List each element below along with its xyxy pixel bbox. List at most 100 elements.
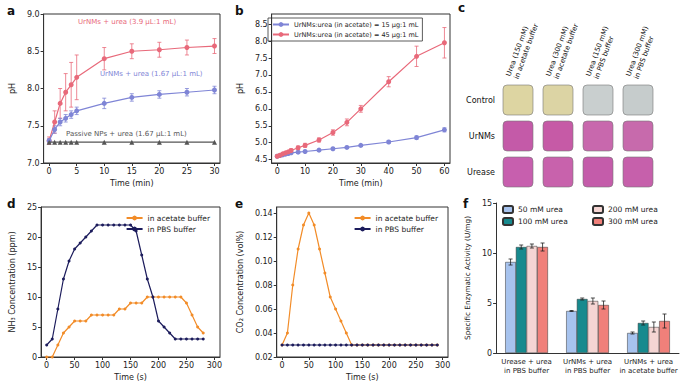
svg-text:UrNMs:urea (in acetate) = 45 μ: UrNMs:urea (in acetate) = 45 μg:1 mL [294,31,419,39]
svg-text:200: 200 [151,361,166,370]
svg-text:15: 15 [127,167,137,176]
svg-text:UrNMs:urea (in acetate) = 15 μ: UrNMs:urea (in acetate) = 15 μg:1 mL [294,21,419,29]
svg-text:10: 10 [300,167,310,176]
svg-text:0: 0 [275,167,280,176]
svg-text:100: 100 [95,361,110,370]
svg-text:50 mM urea: 50 mM urea [518,205,563,214]
svg-text:Control: Control [466,96,495,105]
svg-text:9.0: 9.0 [27,10,40,19]
svg-text:in PBS buffer: in PBS buffer [376,225,425,234]
svg-text:0: 0 [280,361,285,370]
svg-text:10: 10 [482,249,492,258]
svg-text:300 mM urea: 300 mM urea [608,217,658,226]
svg-text:c: c [458,1,465,15]
svg-text:7.5: 7.5 [27,121,40,130]
svg-text:150: 150 [123,361,138,370]
svg-text:5: 5 [32,323,37,332]
svg-text:15: 15 [482,199,492,208]
svg-text:7.0: 7.0 [255,70,268,79]
svg-text:0.14: 0.14 [255,209,273,218]
svg-text:in acetate buffer: in acetate buffer [148,214,211,223]
svg-text:CO₂ Concentration (vol%): CO₂ Concentration (vol%) [236,231,245,333]
svg-text:250: 250 [179,361,194,370]
svg-text:b: b [235,4,244,18]
svg-text:100: 100 [328,361,343,370]
svg-text:5: 5 [74,167,79,176]
svg-text:in PBS buffer: in PBS buffer [633,35,656,80]
svg-text:a: a [7,4,15,18]
svg-text:0: 0 [32,353,37,362]
svg-text:Specific Enzymatic Activity (U: Specific Enzymatic Activity (U/mg) [463,216,472,340]
svg-text:in acetate buffer: in acetate buffer [553,23,580,81]
svg-text:20: 20 [27,233,37,242]
svg-text:50: 50 [70,361,80,370]
svg-text:5: 5 [487,299,492,308]
svg-text:6.0: 6.0 [255,104,268,113]
svg-text:Time (min): Time (min) [109,179,153,188]
svg-text:UrNMs + urea: UrNMs + urea [624,358,673,366]
svg-text:8.0: 8.0 [255,37,268,46]
svg-text:25: 25 [27,203,37,212]
svg-text:50: 50 [411,167,421,176]
svg-text:UrNMs + urea (1.67 μL:1 mL): UrNMs + urea (1.67 μL:1 mL) [100,70,203,78]
svg-text:0: 0 [44,361,49,370]
svg-text:60: 60 [439,167,449,176]
svg-text:0.12: 0.12 [255,233,273,242]
svg-text:15: 15 [27,263,37,272]
svg-text:in PBS buffer: in PBS buffer [504,367,549,375]
svg-text:Passive NPs + urea (1.67 μL:1: Passive NPs + urea (1.67 μL:1 mL) [66,130,187,138]
svg-text:0.06: 0.06 [255,305,273,314]
svg-text:d: d [7,197,16,211]
svg-text:150: 150 [355,361,370,370]
svg-text:in PBS buffer: in PBS buffer [148,225,197,234]
svg-text:UrNMs + urea: UrNMs + urea [563,358,612,366]
svg-text:40: 40 [384,167,394,176]
svg-text:in acetate buffer: in acetate buffer [619,367,677,375]
svg-text:5.0: 5.0 [255,138,268,147]
svg-text:Urease + urea: Urease + urea [501,358,551,366]
svg-text:0: 0 [487,349,492,358]
svg-text:30: 30 [209,167,219,176]
svg-text:8.0: 8.0 [27,84,40,93]
svg-text:20: 20 [154,167,164,176]
svg-text:Time (s): Time (s) [113,373,147,382]
svg-text:300: 300 [207,361,222,370]
svg-text:0.08: 0.08 [255,281,273,290]
svg-text:in acetate buffer: in acetate buffer [376,214,439,223]
svg-text:Time (min): Time (min) [338,179,382,188]
svg-text:10: 10 [99,167,109,176]
svg-text:5.5: 5.5 [255,121,268,130]
svg-text:pH: pH [236,83,245,94]
svg-text:100 mM urea: 100 mM urea [518,217,568,226]
svg-text:e: e [235,197,243,211]
svg-text:in acetate buffer: in acetate buffer [513,23,540,81]
svg-text:pH: pH [8,83,17,94]
svg-text:0.04: 0.04 [255,329,273,338]
svg-text:30: 30 [356,167,366,176]
svg-text:7.5: 7.5 [255,54,268,63]
svg-text:NH₃ Concentration (ppm): NH₃ Concentration (ppm) [8,231,17,332]
svg-text:200 mM urea: 200 mM urea [608,205,658,214]
svg-text:300: 300 [435,361,450,370]
svg-text:0.02: 0.02 [255,353,273,362]
svg-text:8.5: 8.5 [27,47,40,56]
svg-text:20: 20 [328,167,338,176]
svg-text:25: 25 [182,167,192,176]
svg-text:0: 0 [47,167,52,176]
svg-text:in PBS buffer: in PBS buffer [593,35,616,80]
svg-text:10: 10 [27,293,37,302]
svg-text:50: 50 [304,361,314,370]
svg-text:Time (s): Time (s) [345,373,379,382]
svg-text:UrNMs + urea (3.9 μL:1 mL): UrNMs + urea (3.9 μL:1 mL) [78,18,176,26]
svg-text:200: 200 [381,361,396,370]
svg-text:UrNMs: UrNMs [469,132,495,141]
svg-text:f: f [463,197,469,211]
svg-text:4.5: 4.5 [255,155,268,164]
svg-text:Urease: Urease [467,168,495,177]
svg-text:6.5: 6.5 [255,87,268,96]
svg-text:7.0: 7.0 [27,159,40,168]
svg-text:8.5: 8.5 [255,20,268,29]
svg-text:250: 250 [408,361,423,370]
svg-text:0.10: 0.10 [255,257,273,266]
svg-text:in PBS buffer: in PBS buffer [565,367,610,375]
